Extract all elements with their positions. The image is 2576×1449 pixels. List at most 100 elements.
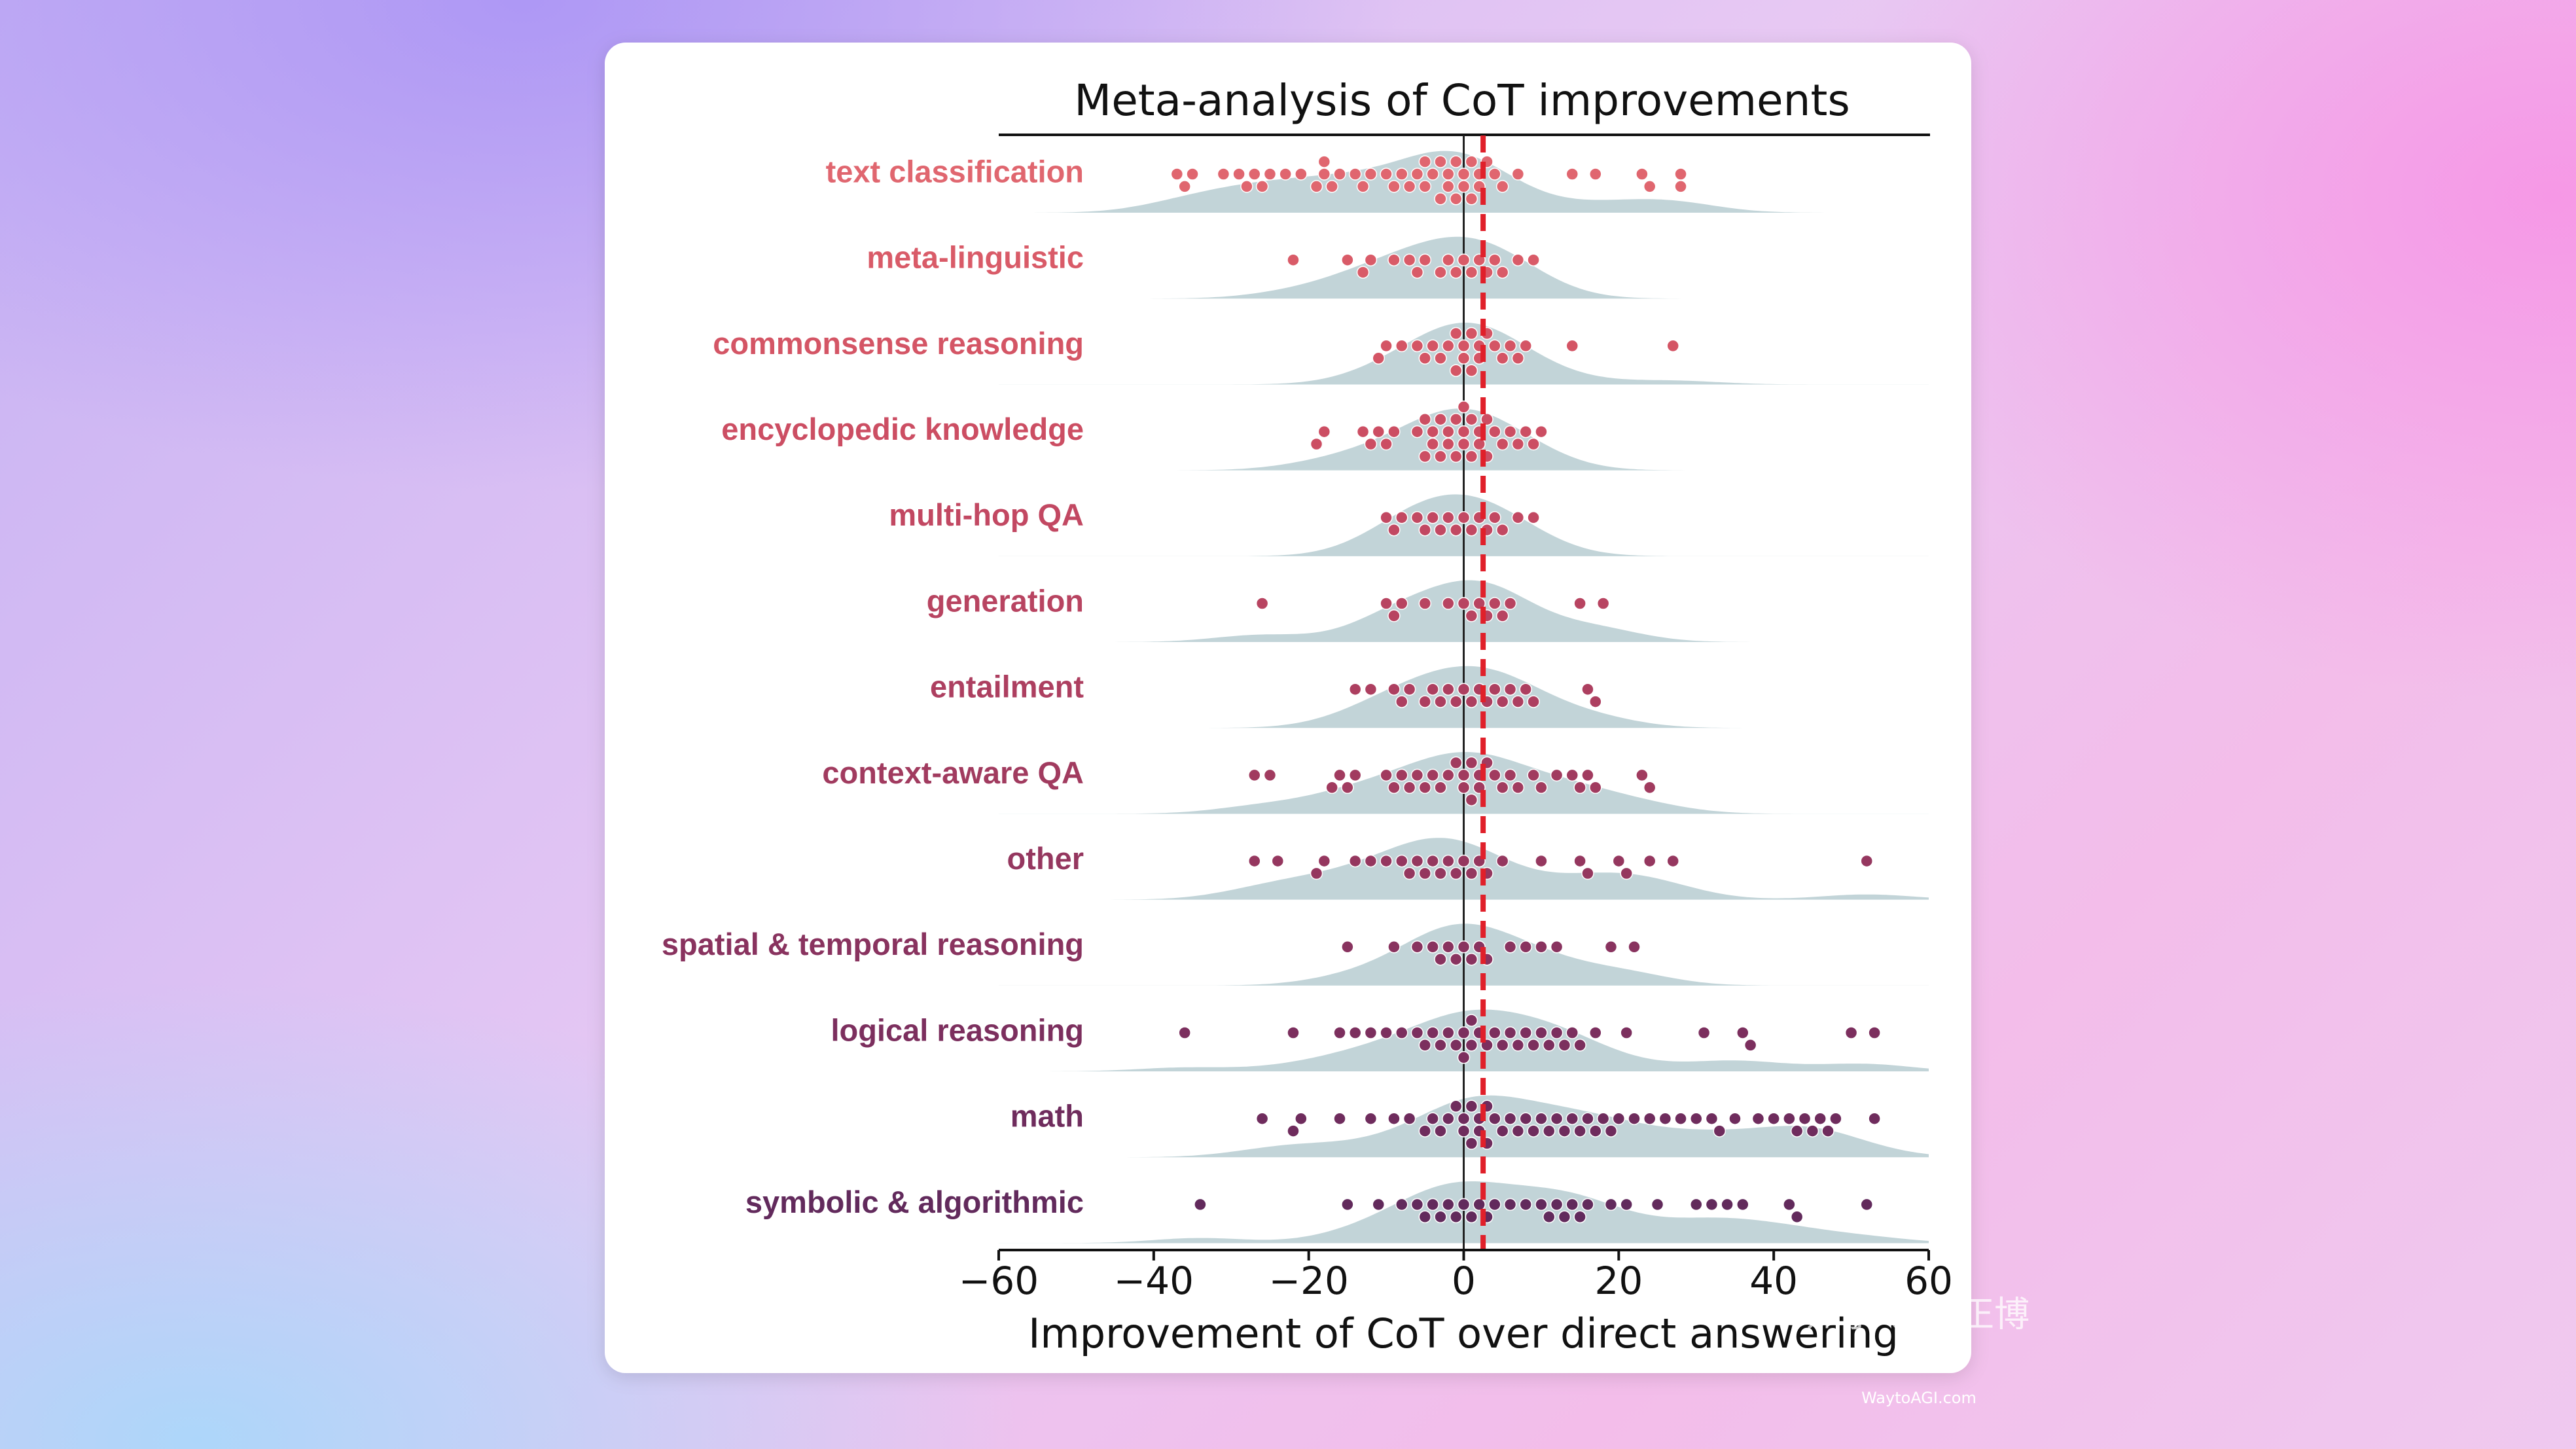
- data-point: [1503, 597, 1517, 610]
- data-point: [1186, 168, 1199, 181]
- data-point: [1364, 854, 1378, 868]
- data-point: [1442, 854, 1455, 868]
- data-point: [1426, 511, 1439, 524]
- category-label: meta-linguistic: [867, 240, 1084, 275]
- data-point: [1418, 351, 1432, 365]
- data-point: [1434, 266, 1447, 279]
- data-point: [1395, 1198, 1408, 1211]
- data-point: [1310, 180, 1323, 193]
- data-point: [1457, 351, 1471, 365]
- data-point: [1434, 695, 1447, 708]
- data-point: [1255, 597, 1269, 610]
- data-point: [1860, 854, 1874, 868]
- data-point: [1581, 1198, 1594, 1211]
- data-point: [1736, 1198, 1749, 1211]
- data-point: [1620, 1026, 1633, 1039]
- data-point: [1519, 683, 1532, 696]
- data-point: [1488, 1198, 1501, 1211]
- data-point: [1457, 253, 1471, 266]
- data-point: [1604, 1124, 1618, 1137]
- data-point: [1449, 364, 1463, 377]
- data-point: [1170, 168, 1184, 181]
- data-point: [1550, 768, 1564, 782]
- data-point: [1418, 180, 1432, 193]
- data-point: [1263, 168, 1277, 181]
- category-label: spatial & temporal reasoning: [662, 927, 1084, 961]
- data-point: [1495, 609, 1509, 622]
- data-point: [1442, 597, 1455, 610]
- data-point: [1442, 425, 1455, 438]
- data-point: [1658, 1112, 1672, 1125]
- data-point: [1341, 940, 1354, 954]
- data-point: [1395, 339, 1408, 353]
- data-point: [1442, 683, 1455, 696]
- data-point: [1636, 768, 1649, 782]
- data-point: [1449, 155, 1463, 168]
- data-point: [1589, 781, 1602, 795]
- data-point: [1473, 597, 1486, 610]
- data-point: [1519, 1198, 1532, 1211]
- category-label: other: [1007, 841, 1084, 876]
- data-point: [1449, 1039, 1463, 1052]
- data-point: [1643, 854, 1656, 868]
- data-point: [1449, 523, 1463, 537]
- data-point: [1403, 253, 1416, 266]
- data-point: [1465, 952, 1478, 966]
- data-point: [1348, 854, 1362, 868]
- data-point: [1488, 339, 1501, 353]
- data-point: [1263, 768, 1277, 782]
- data-point: [1418, 412, 1432, 426]
- data-point: [1503, 683, 1517, 696]
- data-point: [1790, 1210, 1804, 1224]
- x-tick-label: −60: [959, 1259, 1039, 1303]
- data-point: [1457, 683, 1471, 696]
- data-point: [1387, 683, 1401, 696]
- data-point: [1465, 192, 1478, 206]
- x-axis-label: Improvement of CoT over direct answering: [1028, 1310, 1899, 1357]
- data-point: [1449, 695, 1463, 708]
- data-point: [1457, 940, 1471, 954]
- data-point: [1573, 1039, 1586, 1052]
- data-point: [1573, 1210, 1586, 1224]
- data-point: [1434, 1039, 1447, 1052]
- data-point: [1488, 425, 1501, 438]
- data-point: [1550, 1112, 1564, 1125]
- data-point: [1457, 1124, 1471, 1137]
- data-point: [1442, 1026, 1455, 1039]
- data-point: [1565, 339, 1579, 353]
- data-point: [1217, 168, 1230, 181]
- data-point: [1488, 253, 1501, 266]
- data-point: [1317, 425, 1331, 438]
- data-point: [1426, 425, 1439, 438]
- data-point: [1410, 1026, 1424, 1039]
- data-point: [1488, 1112, 1501, 1125]
- data-point: [1348, 683, 1362, 696]
- data-point: [1565, 768, 1579, 782]
- data-point: [1418, 597, 1432, 610]
- data-point: [1465, 756, 1478, 770]
- data-point: [1666, 854, 1679, 868]
- x-tick-label: 60: [1905, 1259, 1953, 1303]
- data-point: [1457, 511, 1471, 524]
- data-point: [1449, 1210, 1463, 1224]
- data-point: [1705, 1112, 1719, 1125]
- category-label: logical reasoning: [831, 1012, 1084, 1047]
- data-point: [1341, 253, 1354, 266]
- data-point: [1690, 1198, 1703, 1211]
- data-point: [1418, 1124, 1432, 1137]
- data-point: [1403, 781, 1416, 795]
- data-point: [1783, 1198, 1796, 1211]
- data-point: [1465, 412, 1478, 426]
- data-point: [1495, 781, 1509, 795]
- data-point: [1535, 1198, 1548, 1211]
- data-point: [1403, 683, 1416, 696]
- data-point: [1434, 155, 1447, 168]
- data-point: [1255, 180, 1269, 193]
- data-point: [1519, 339, 1532, 353]
- data-point: [1380, 168, 1393, 181]
- data-point: [1527, 437, 1540, 451]
- data-point: [1279, 168, 1292, 181]
- data-point: [1535, 1112, 1548, 1125]
